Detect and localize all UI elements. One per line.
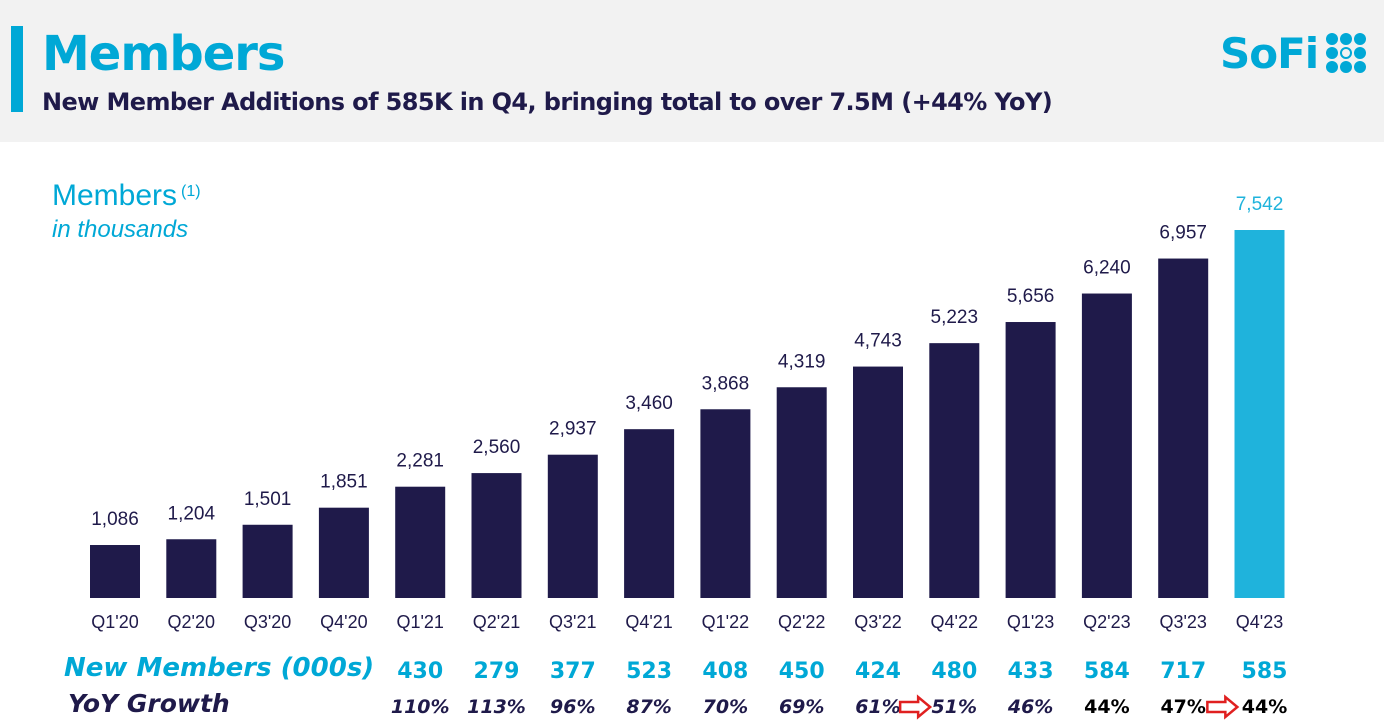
x-tick-label: Q3'21 (549, 612, 596, 632)
bar-4 (395, 486, 446, 598)
bar-value-label: 2,937 (549, 419, 597, 440)
bar-value-label: 6,240 (1083, 258, 1131, 279)
x-tick-label: Q2'23 (1083, 612, 1130, 632)
new-members-value: 408 (702, 659, 748, 684)
x-tick-label: Q4'21 (625, 612, 672, 632)
yoy-growth-value: 69% (779, 696, 824, 718)
x-tick-label: Q3'23 (1159, 612, 1206, 632)
bar-value-label: 2,560 (473, 437, 521, 458)
bar-9 (776, 387, 827, 598)
bar-value-label: 4,319 (778, 351, 826, 372)
bar-0 (90, 545, 140, 598)
new-members-value: 584 (1084, 659, 1130, 684)
bar-10 (853, 366, 903, 598)
bar-value-label: 1,501 (244, 489, 292, 510)
x-tick-label: Q2'22 (778, 612, 825, 632)
new-members-value: 433 (1008, 659, 1054, 684)
bar-3 (318, 507, 369, 598)
sofi-logo: SoFi (1220, 28, 1367, 78)
bar-1 (166, 539, 217, 598)
yoy-growth-value: 44% (1242, 696, 1287, 718)
bar-11 (929, 343, 980, 598)
bar-value-label: 3,460 (625, 393, 673, 414)
page-title: Members (42, 26, 285, 82)
new-members-value: 523 (626, 659, 672, 684)
yoy-growth-value: 113% (467, 696, 526, 718)
x-tick-label: Q1'21 (396, 612, 443, 632)
bar-value-label: 5,223 (931, 307, 979, 328)
bar-value-label: 4,743 (854, 331, 902, 352)
bar-8 (700, 409, 751, 598)
bar-value-label: 6,957 (1159, 223, 1207, 244)
bar-value-label: 7,542 (1236, 194, 1284, 215)
red-arrow-icon (898, 694, 933, 720)
yoy-growth-row-label: YoY Growth (68, 689, 230, 718)
new-members-value: 585 (1242, 659, 1288, 684)
x-tick-label: Q4'23 (1236, 612, 1283, 632)
bar-7 (624, 429, 675, 598)
yoy-growth-value: 44% (1084, 696, 1129, 718)
new-members-value: 717 (1160, 659, 1206, 684)
yoy-growth-value: 110% (391, 696, 450, 718)
x-tick-label: Q2'21 (473, 612, 520, 632)
new-members-value: 430 (397, 659, 443, 684)
new-members-value: 480 (931, 659, 977, 684)
x-tick-label: Q3'22 (854, 612, 901, 632)
bar-13 (1081, 293, 1132, 598)
title-accent-bar (11, 26, 23, 112)
logo-wordmark: SoFi (1220, 28, 1319, 78)
logo-dots-icon (1326, 33, 1367, 73)
yoy-growth-value: 51% (932, 696, 977, 718)
bar-14 (1158, 258, 1209, 598)
red-arrow-icon (1206, 694, 1240, 720)
bar-2 (242, 524, 293, 598)
chart-title: Members (1) (52, 179, 201, 212)
new-members-row-label: New Members (000s) (64, 653, 375, 683)
bar-15 (1234, 230, 1285, 598)
footnote-marker: (1) (181, 183, 201, 200)
x-tick-label: Q4'22 (931, 612, 978, 632)
bar-12 (1005, 322, 1056, 598)
x-tick-label: Q1'20 (91, 612, 138, 632)
bar-value-label: 1,851 (320, 472, 368, 493)
x-tick-label: Q3'20 (244, 612, 291, 632)
page-subtitle: New Member Additions of 585K in Q4, brin… (42, 88, 1053, 116)
bar-value-label: 5,656 (1007, 286, 1055, 307)
new-members-value: 377 (550, 659, 596, 684)
yoy-growth-value: 87% (626, 696, 671, 718)
new-members-value: 279 (474, 659, 520, 684)
x-tick-label: Q1'22 (702, 612, 749, 632)
bar-6 (547, 454, 598, 598)
yoy-growth-value: 96% (550, 696, 595, 718)
yoy-growth-value: 61% (855, 696, 900, 718)
yoy-growth-value: 46% (1007, 696, 1053, 718)
yoy-growth-value: 70% (703, 696, 748, 718)
x-tick-label: Q4'20 (320, 612, 367, 632)
new-members-value: 450 (779, 659, 825, 684)
header-band (0, 0, 1384, 142)
yoy-growth-value: 47% (1160, 696, 1205, 718)
bar-value-label: 3,868 (702, 373, 750, 394)
bar-5 (471, 473, 522, 598)
chart-unit-label: in thousands (52, 216, 189, 243)
bar-value-label: 1,086 (91, 509, 139, 530)
x-tick-label: Q1'23 (1007, 612, 1054, 632)
bar-value-label: 1,204 (168, 503, 216, 524)
bar-value-label: 2,281 (396, 451, 444, 472)
new-members-value: 424 (855, 659, 901, 684)
x-tick-label: Q2'20 (168, 612, 215, 632)
